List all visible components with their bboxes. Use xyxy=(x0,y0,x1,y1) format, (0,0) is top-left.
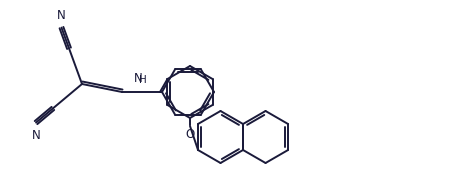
Text: H: H xyxy=(139,75,146,85)
Text: N: N xyxy=(133,72,142,85)
Text: O: O xyxy=(185,128,194,141)
Text: N: N xyxy=(57,9,66,22)
Text: N: N xyxy=(32,128,40,142)
